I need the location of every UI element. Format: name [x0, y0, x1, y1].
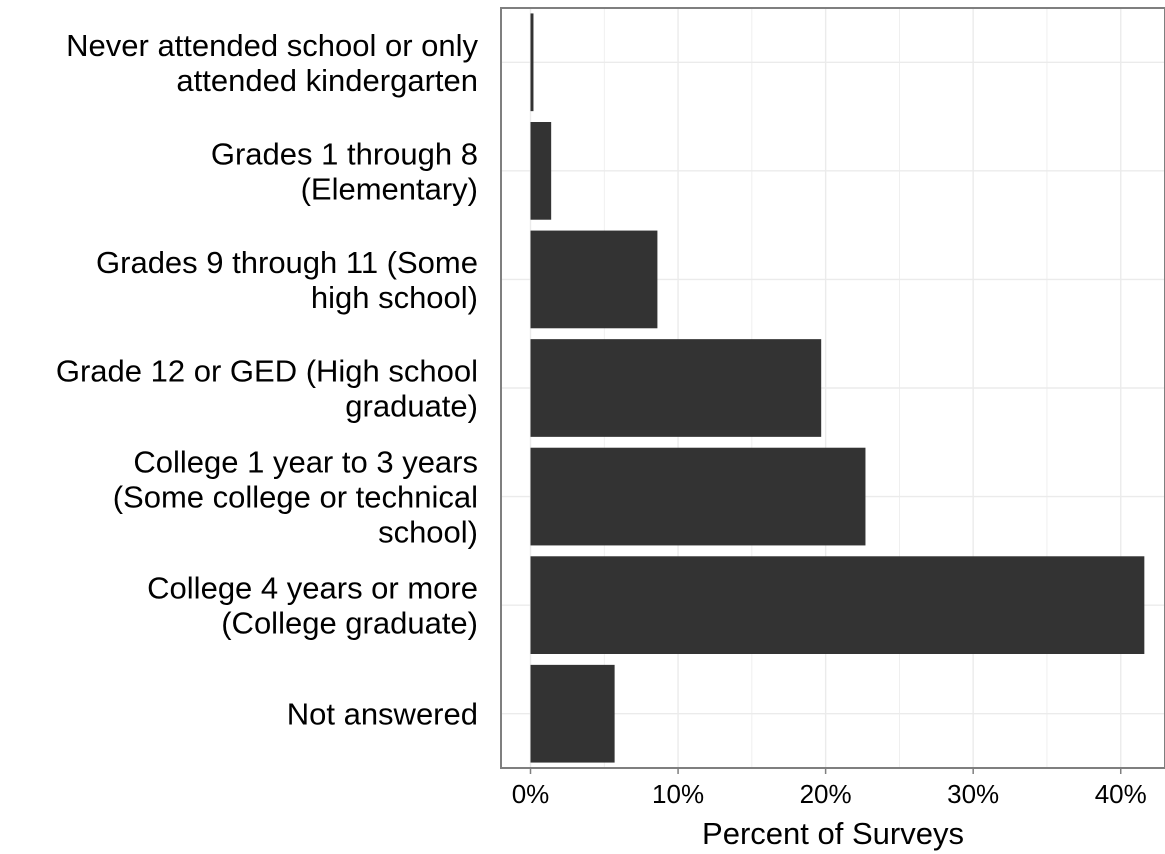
category-label-line: (College graduate)	[221, 606, 478, 641]
category-label-line: graduate)	[345, 389, 478, 424]
x-axis-title: Percent of Surveys	[702, 816, 964, 851]
x-tick-label: 0%	[512, 779, 550, 809]
category-label: Never attended school or only attended ki…	[66, 28, 478, 98]
panel-frame	[500, 7, 1165, 769]
category-label: Grades 1 through 8 (Elementary)	[211, 136, 478, 206]
category-label: Grade 12 or GED (High school graduate)	[56, 354, 478, 424]
category-label-line: high school)	[311, 280, 478, 315]
bar	[530, 664, 615, 763]
bar	[530, 447, 866, 546]
bar	[530, 556, 1145, 654]
category-label-line: Grades 1 through 8	[211, 136, 478, 171]
bar	[530, 13, 534, 112]
category-label-line: Grades 9 through 11 (Some	[96, 245, 478, 280]
category-label: Grades 9 through 11 (Some high school)	[96, 245, 478, 315]
panel-border	[500, 7, 1165, 769]
category-label-line: College 1 year to 3 years	[133, 445, 478, 480]
category-label-line: College 4 years or more	[147, 571, 478, 606]
category-label: College 1 year to 3 years (Some college o…	[113, 445, 478, 550]
category-label: College 4 years or more (College graduate…	[147, 571, 478, 641]
x-tick-label: 30%	[947, 779, 999, 809]
category-labels: Never attended school or only attended ki…	[56, 28, 479, 732]
x-axis-ticks: 0% 10% 20% 30% 40%	[512, 768, 1147, 809]
category-label-line: (Some college or technical	[113, 480, 478, 515]
category-label-line: attended kindergarten	[176, 63, 478, 98]
category-label-line: Not answered	[287, 697, 478, 732]
x-tick-label: 10%	[652, 779, 704, 809]
x-tick-label: 20%	[800, 779, 852, 809]
bar	[530, 339, 822, 437]
category-label-line: Grade 12 or GED (High school	[56, 354, 478, 389]
category-label-line: Never attended school or only	[66, 28, 478, 63]
category-label-line: (Elementary)	[301, 171, 478, 206]
x-tick-label: 40%	[1095, 779, 1147, 809]
bar	[530, 230, 658, 329]
category-label: Not answered	[287, 697, 478, 732]
bars	[530, 13, 1145, 763]
bar	[530, 122, 552, 220]
category-label-line: school)	[378, 515, 478, 550]
